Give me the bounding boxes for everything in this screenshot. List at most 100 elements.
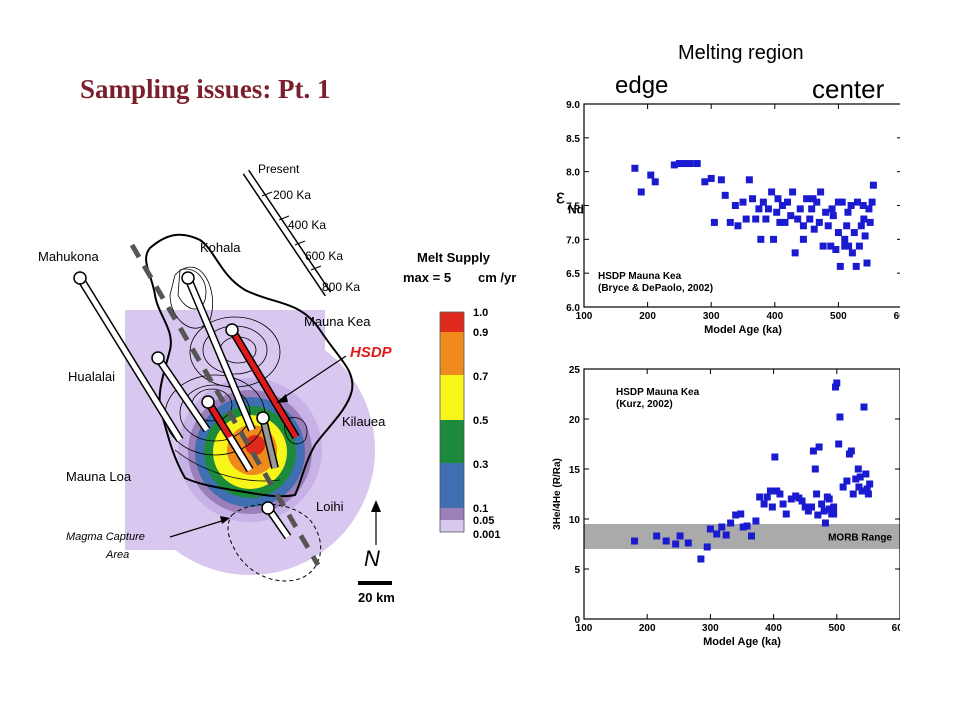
legend-swatch-0 [440,312,464,332]
data-point [822,208,830,216]
data-point [749,195,757,203]
y-tick-label: 8.0 [566,168,580,179]
x-axis-label: Model Age (ka) [703,636,781,648]
x-tick-label: 200 [639,623,656,634]
data-point [752,215,760,223]
chart-annotation: HSDP Mauna Kea [616,387,700,398]
distance-scale-label: 20 km [358,590,395,605]
data-point [863,259,871,267]
loihi-outline [227,503,322,582]
data-point [855,483,863,491]
data-point [806,215,814,223]
data-point [813,490,821,498]
data-point [787,212,795,220]
data-point [850,229,858,237]
data-point [747,532,755,540]
chart-annotation: (Kurz, 2002) [616,399,673,410]
label-hualalai: Hualalai [68,369,115,384]
melt-supply-title: Melt Supply [417,250,491,265]
data-point [672,540,680,548]
data-point [701,178,709,186]
chart-annotation: HSDP Mauna Kea [598,271,682,282]
data-point [843,477,851,485]
data-point [737,510,745,518]
age-400ka: 400 Ka [288,218,326,232]
stick-mahukona [73,271,184,443]
data-point [784,198,792,206]
data-point [865,205,873,213]
stick-mauna-loa [201,395,254,473]
data-point [647,171,655,179]
x-axis-label: Model Age (ka) [704,324,782,336]
chart-he-vs-age: MORB Range 100 200 300 400 500 600 0 5 10 15 20 25 Mo… [552,365,900,648]
data-point [759,198,767,206]
x-tick-label: 300 [703,311,720,322]
data-point [760,500,768,508]
data-point [847,202,855,209]
x-tick-label: 600 [894,311,900,322]
data-point [686,160,694,168]
data-point [779,500,787,508]
legend-tick-label: 1.0 [473,307,488,319]
data-point [675,160,683,168]
data-point [821,519,829,527]
data-point [860,403,868,411]
island-outline [145,233,354,498]
y-axis-label: 3He/4He (R/Ra) [552,458,563,530]
label-mahukona: Mahukona [38,249,99,264]
data-point [841,235,849,243]
data-point [798,497,806,505]
data-point [755,205,763,213]
y-tick-label: 20 [569,415,581,426]
data-point [732,511,740,519]
y-tick-label: 6.0 [566,303,580,314]
data-point [776,218,784,226]
data-point [836,413,844,421]
label-magma-capture: Magma Capture [66,531,145,543]
volcano-sticks [73,271,300,540]
legend-tick-label: 0.001 [473,529,501,541]
y-tick-label: 25 [569,365,581,376]
data-point [770,235,778,243]
data-point [789,188,797,196]
data-point [762,215,770,223]
age-600ka: 600 Ka [305,249,343,263]
data-point [794,215,802,223]
label-loihi: Loihi [316,499,344,514]
data-point [631,164,639,172]
stick-loihi [261,501,292,540]
legend-tick-label: 0.7 [473,371,488,383]
data-point [670,161,678,169]
data-point [815,218,823,226]
data-point [799,235,807,243]
data-point [854,465,862,473]
chart-nd-vs-age: 100 200 300 400 500 600 6.0 6.5 7.0 7.5 8.0 8.5 9.0 M… [556,100,900,336]
legend-frame [439,311,465,533]
data-point [830,510,838,518]
center-label: center [812,74,885,104]
data-point [859,202,867,209]
legend-swatch-2 [440,375,464,420]
magma-capture-arrowhead [220,516,230,524]
data-point [856,473,864,481]
data-point [852,475,860,483]
label-mauna-kea: Mauna Kea [304,314,371,329]
data-point [818,500,826,508]
data-point [743,522,751,530]
stick-kilauea [256,411,279,469]
data-point [662,537,670,545]
data-point [847,447,855,455]
data-point [861,232,869,240]
x-tick-label: 400 [766,311,783,322]
north-arrowhead [371,500,381,512]
legend-swatch-6 [440,520,464,532]
label-kilauea: Kilauea [342,414,386,429]
y-tick-label: 10 [569,515,581,526]
data-point [803,195,811,203]
data-point [868,198,876,206]
data-point [843,222,851,230]
data-point [817,188,825,196]
legend-tick-label: 0.5 [473,415,488,427]
data-point [864,490,872,498]
